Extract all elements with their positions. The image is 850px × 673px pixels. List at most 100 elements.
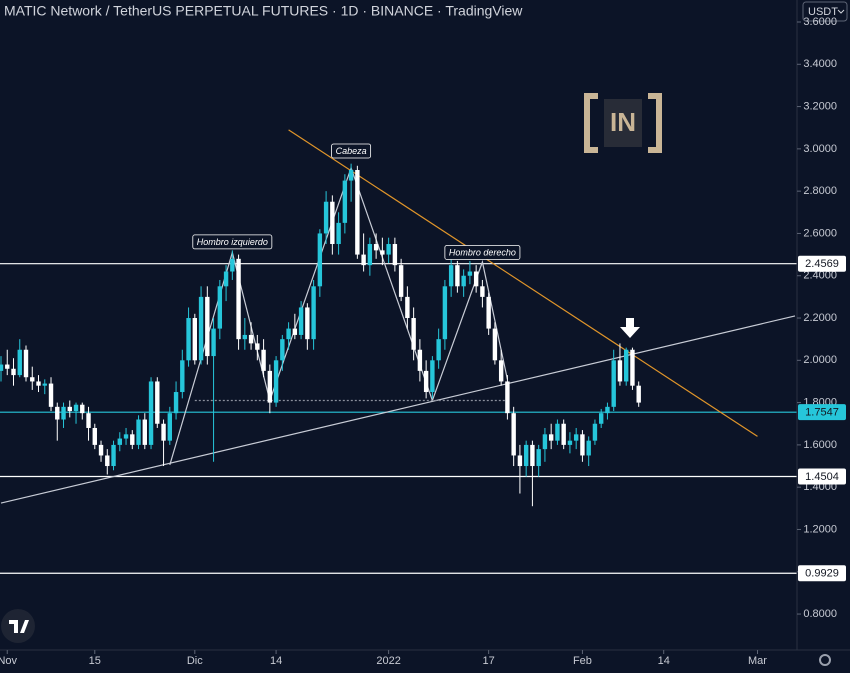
candle-body bbox=[411, 318, 416, 350]
candle-body bbox=[217, 286, 223, 329]
x-tick-label: 14 bbox=[658, 655, 670, 667]
candle-body bbox=[430, 360, 435, 393]
candle-body bbox=[555, 423, 560, 441]
trend-line bbox=[0, 315, 796, 504]
candle-body bbox=[392, 244, 398, 266]
logo-bracket bbox=[584, 93, 662, 153]
price-level-label: 0.9929 bbox=[805, 568, 839, 580]
price-level-tag bbox=[798, 565, 846, 582]
candle-body bbox=[561, 423, 566, 445]
price-level-tag bbox=[798, 255, 846, 272]
annotation-box bbox=[444, 245, 521, 260]
candle-body bbox=[167, 413, 173, 441]
candle-body bbox=[30, 377, 35, 382]
annotation-box bbox=[331, 143, 372, 159]
candle-body bbox=[48, 383, 54, 407]
candle-body bbox=[605, 406, 610, 414]
candle-body bbox=[361, 254, 366, 266]
candle-body bbox=[505, 381, 510, 414]
down-arrow bbox=[620, 318, 640, 338]
x-tick-label: 17 bbox=[483, 655, 495, 667]
currency-button[interactable] bbox=[802, 1, 848, 22]
candle-body bbox=[517, 455, 523, 467]
candle-body bbox=[86, 413, 91, 428]
tradingview-logo bbox=[1, 609, 35, 643]
watermark-logo: IN bbox=[584, 93, 662, 153]
candle-body bbox=[455, 265, 460, 287]
candle-body bbox=[148, 381, 154, 445]
candle-body bbox=[117, 438, 122, 445]
candle-body bbox=[473, 271, 479, 287]
candle-body bbox=[273, 360, 279, 403]
candle-body bbox=[130, 434, 135, 445]
x-tick-label: Nov bbox=[0, 655, 18, 667]
candle-body bbox=[17, 349, 22, 376]
candle-body bbox=[467, 271, 473, 276]
candle-body bbox=[0, 364, 4, 371]
candle-body bbox=[173, 392, 179, 414]
candle-body bbox=[373, 244, 379, 251]
y-tick-label: 3.0000 bbox=[803, 143, 837, 155]
y-tick-label: 2.8000 bbox=[803, 185, 837, 197]
candle-body bbox=[92, 427, 97, 445]
candle-body bbox=[598, 413, 604, 424]
x-tick-label: Mar bbox=[748, 655, 767, 667]
y-tick-label: 1.2000 bbox=[803, 523, 837, 535]
candle-body bbox=[61, 406, 66, 420]
y-tick-label: 1.6000 bbox=[803, 439, 837, 451]
candle-body bbox=[11, 368, 16, 376]
candle-body bbox=[486, 296, 491, 329]
candle-body bbox=[448, 265, 454, 287]
price-level-tag bbox=[798, 404, 846, 421]
candle-body bbox=[336, 222, 341, 245]
price-level-label: 1.4504 bbox=[805, 471, 839, 483]
y-tick-label: 2.2000 bbox=[803, 312, 837, 324]
chart-title: MATIC Network / TetherUS PERPETUAL FUTUR… bbox=[4, 3, 523, 19]
y-tick-label: 2.6000 bbox=[803, 227, 837, 239]
x-tick-label: Feb bbox=[573, 655, 592, 667]
currency-caret bbox=[837, 9, 845, 14]
candle-body bbox=[230, 258, 235, 272]
candle-body bbox=[198, 296, 204, 361]
y-tick-label: 3.4000 bbox=[803, 58, 837, 70]
candle-body bbox=[267, 370, 273, 403]
candle-body bbox=[573, 434, 579, 441]
candle-body bbox=[261, 349, 266, 371]
candle-body bbox=[298, 307, 304, 335]
candle-body bbox=[323, 201, 329, 234]
y-tick-label: 3.2000 bbox=[803, 100, 837, 112]
y-tick-label: 0.8000 bbox=[803, 608, 837, 620]
candle-body bbox=[523, 444, 529, 467]
candle-body bbox=[136, 419, 141, 445]
candle-body bbox=[305, 307, 310, 340]
candle-body bbox=[355, 170, 360, 255]
candle-body bbox=[623, 349, 629, 382]
candle-body bbox=[611, 360, 616, 407]
candle-body bbox=[330, 201, 335, 245]
candle-body bbox=[636, 385, 641, 403]
candle-body bbox=[142, 419, 147, 445]
candle-body bbox=[498, 360, 504, 382]
candle-body bbox=[242, 334, 248, 340]
candle-body bbox=[530, 444, 535, 467]
candle-body bbox=[405, 296, 410, 319]
candle-body bbox=[67, 406, 72, 412]
candle-body bbox=[205, 296, 210, 357]
candle-body bbox=[192, 318, 198, 361]
candle-body bbox=[380, 250, 385, 255]
candle-body bbox=[492, 328, 498, 361]
candle-body bbox=[286, 328, 291, 340]
logo-text: IN bbox=[610, 107, 636, 137]
candle-body bbox=[280, 339, 285, 361]
candle-body bbox=[186, 318, 191, 361]
candle-body bbox=[348, 170, 354, 181]
annotation-text: Hombro derecho bbox=[449, 247, 516, 257]
annotation: Cabeza bbox=[331, 143, 372, 159]
candle-body bbox=[98, 444, 104, 456]
candle-body bbox=[292, 328, 298, 335]
settings-icon[interactable] bbox=[819, 654, 831, 666]
y-tick-label: 2.0000 bbox=[803, 354, 837, 366]
x-tick-label: 15 bbox=[89, 655, 101, 667]
